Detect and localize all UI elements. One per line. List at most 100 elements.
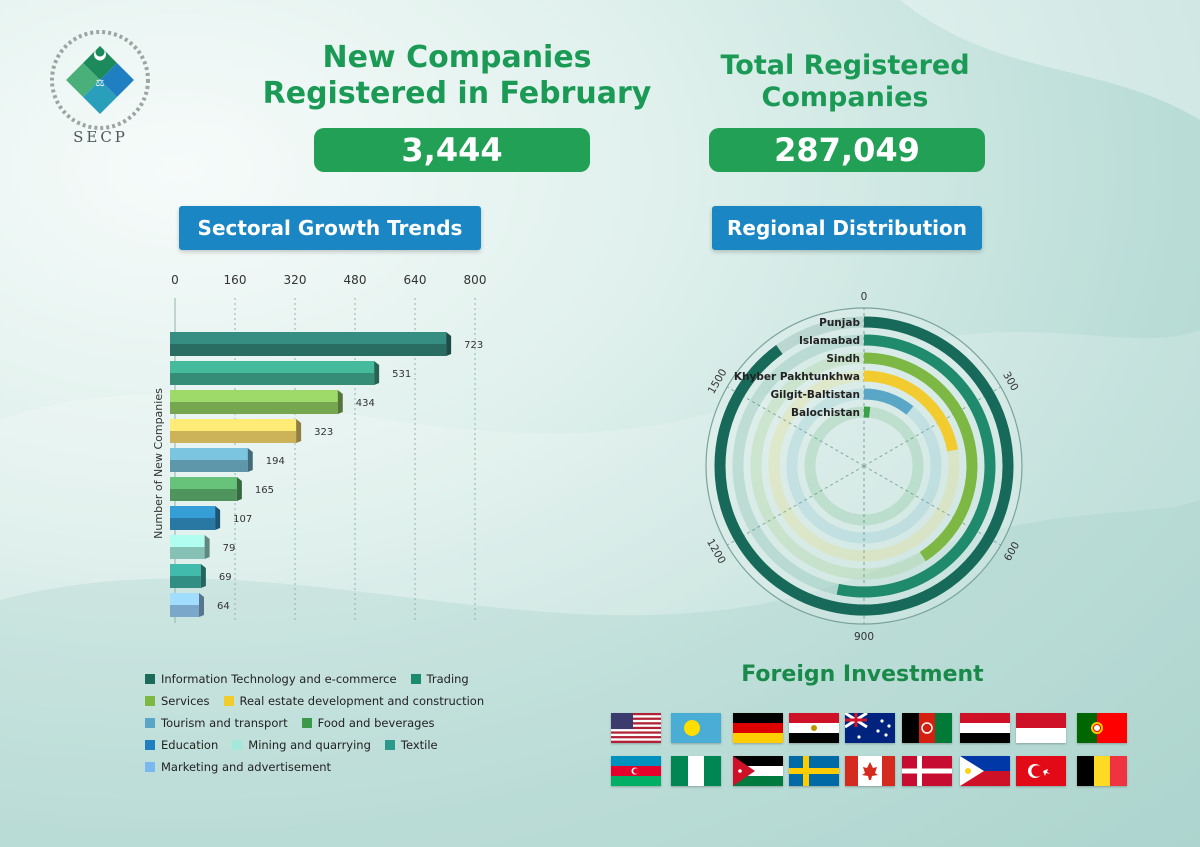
radial-bar bbox=[863, 352, 978, 562]
indonesia-flag-icon bbox=[1016, 713, 1066, 743]
radial-track bbox=[786, 388, 942, 544]
radial-category-label: Sindh bbox=[826, 353, 860, 365]
legend-swatch bbox=[145, 674, 155, 684]
radial-category-label: Punjab bbox=[819, 317, 860, 329]
radial-tick-label: 1200 bbox=[704, 537, 728, 566]
radial-bar bbox=[836, 334, 996, 598]
new-companies-value: 3,444 bbox=[314, 128, 590, 172]
legend-swatch bbox=[301, 718, 312, 728]
legend-item: Services bbox=[145, 694, 210, 708]
x-tick-label: 0 bbox=[171, 273, 179, 287]
palau-flag-icon bbox=[671, 713, 721, 743]
sectoral-legend: Information Technology and e-commerce Tra… bbox=[145, 668, 515, 778]
legend-swatch bbox=[223, 696, 234, 706]
bar bbox=[170, 506, 221, 530]
legend-label: Textile bbox=[400, 738, 438, 752]
bar-value-label: 64 bbox=[217, 601, 230, 612]
svg-text:⚖: ⚖ bbox=[96, 78, 105, 89]
legend-label: Marketing and advertisement bbox=[161, 760, 332, 774]
legend-item: Real estate development and construction bbox=[223, 694, 485, 708]
logo-text: SECP bbox=[73, 128, 128, 146]
legend-label: Food and beverages bbox=[317, 716, 435, 730]
legend-row: Services Real estate development and cons… bbox=[145, 690, 515, 712]
legend-label: Trading bbox=[426, 672, 469, 686]
legend-swatch bbox=[145, 762, 155, 772]
legend-item: Textile bbox=[384, 738, 438, 752]
new-companies-title: New Companies Registered in February bbox=[262, 40, 652, 111]
regional-radial-chart: Punjab Islamabad Sindh Khyber Pakhtunkhwa Gi… bbox=[704, 291, 1023, 643]
legend-item: Food and beverages bbox=[301, 716, 435, 730]
bar bbox=[170, 477, 242, 501]
jordan-flag-icon bbox=[733, 756, 783, 786]
azerbaijan-flag-icon bbox=[611, 756, 661, 786]
regional-distribution-heading: Regional Distribution bbox=[712, 206, 982, 250]
radial-spoke bbox=[863, 386, 1002, 467]
bar-value-label: 69 bbox=[219, 572, 232, 583]
legend-row: Information Technology and e-commerce Tra… bbox=[145, 668, 515, 690]
sectoral-bar-chart: 0 160 320 480 640 800 Number of New Companies 7… bbox=[152, 273, 487, 623]
nigeria-flag-icon bbox=[671, 756, 721, 786]
legend-swatch bbox=[145, 740, 155, 750]
x-tick-label: 320 bbox=[284, 273, 307, 287]
egypt-flag-icon bbox=[789, 713, 839, 743]
bar bbox=[170, 448, 253, 472]
legend-swatch bbox=[232, 740, 243, 750]
x-tick-label: 480 bbox=[344, 273, 367, 287]
legend-item: Information Technology and e-commerce bbox=[145, 672, 397, 686]
x-tick-label: 160 bbox=[224, 273, 247, 287]
bar-value-label: 434 bbox=[356, 398, 375, 409]
bar bbox=[170, 390, 343, 414]
legend-label: Real estate development and construction bbox=[239, 694, 485, 708]
canada-flag-icon bbox=[845, 756, 895, 786]
australia-flag-icon bbox=[845, 713, 895, 743]
sectoral-growth-heading: Sectoral Growth Trends bbox=[179, 206, 481, 250]
radial-tick-label: 600 bbox=[1002, 540, 1022, 563]
legend-item: Marketing and advertisement bbox=[145, 760, 331, 774]
yemen-flag-icon bbox=[960, 713, 1010, 743]
radial-track bbox=[804, 406, 924, 526]
legend-swatch bbox=[145, 696, 155, 706]
bar-value-label: 723 bbox=[464, 340, 483, 351]
legend-label: Education bbox=[161, 738, 219, 752]
radial-tick-label: 900 bbox=[854, 631, 874, 643]
afghanistan-flag-icon bbox=[902, 713, 952, 743]
bar-value-label: 165 bbox=[255, 485, 274, 496]
radial-tick-label: 0 bbox=[861, 291, 868, 303]
radial-category-label: Khyber Pakhtunkhwa bbox=[734, 371, 860, 383]
turkey-flag-icon bbox=[1016, 756, 1066, 786]
x-tick-label: 640 bbox=[404, 273, 427, 287]
total-companies-title: Total Registered Companies bbox=[720, 50, 970, 114]
y-axis-label: Number of New Companies bbox=[152, 388, 165, 539]
radial-spoke bbox=[726, 465, 865, 546]
sweden-flag-icon bbox=[789, 756, 839, 786]
radial-spoke bbox=[726, 386, 865, 467]
bar bbox=[170, 564, 206, 588]
bar bbox=[170, 535, 210, 559]
radial-spoke bbox=[863, 465, 1002, 546]
secp-logo: ⚖ bbox=[50, 30, 150, 130]
bar-value-label: 79 bbox=[223, 543, 236, 554]
legend-item: Mining and quarrying bbox=[232, 738, 371, 752]
bar-value-label: 194 bbox=[266, 456, 285, 467]
legend-label: Tourism and transport bbox=[161, 716, 288, 730]
x-tick-label: 800 bbox=[464, 273, 487, 287]
bar-value-label: 531 bbox=[392, 369, 411, 380]
bar bbox=[170, 419, 302, 443]
philippines-flag-icon bbox=[960, 756, 1010, 786]
legend-row: Marketing and advertisement bbox=[145, 756, 515, 778]
bar-value-label: 107 bbox=[233, 514, 252, 525]
legend-label: Services bbox=[161, 694, 210, 708]
us-flag-icon bbox=[611, 713, 661, 743]
legend-label: Information Technology and e-commerce bbox=[161, 672, 397, 686]
legend-label: Mining and quarrying bbox=[248, 738, 371, 752]
legend-swatch bbox=[384, 740, 395, 750]
radial-category-label: Balochistan bbox=[791, 407, 860, 419]
legend-item: Trading bbox=[410, 672, 469, 686]
radial-tick-label: 300 bbox=[1000, 370, 1020, 393]
belgium-flag-icon bbox=[1077, 756, 1127, 786]
denmark-flag-icon bbox=[902, 756, 952, 786]
foreign-investment-heading: Foreign Investment bbox=[741, 662, 984, 687]
total-companies-value: 287,049 bbox=[709, 128, 985, 172]
portugal-flag-icon bbox=[1077, 713, 1127, 743]
legend-row: Tourism and transport Food and beverages bbox=[145, 712, 515, 734]
